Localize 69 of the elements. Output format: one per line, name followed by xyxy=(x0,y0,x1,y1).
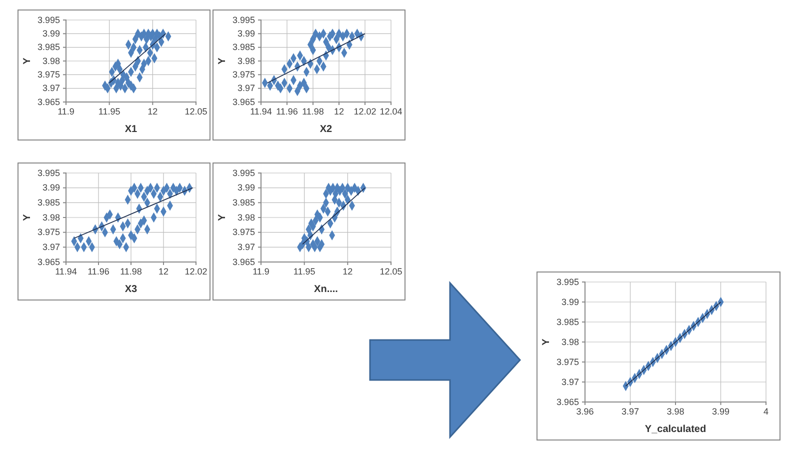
y-tick-label: 3.97 xyxy=(42,83,60,94)
x-tick-label: 12.04 xyxy=(380,106,402,116)
x-tick-label: 12.02 xyxy=(184,266,208,276)
y-tick-label: 3.965 xyxy=(37,96,60,107)
y-tick-label: 3.985 xyxy=(37,42,60,52)
y-tick-label: 3.99 xyxy=(237,28,255,39)
x-axis-title: Y_calculated xyxy=(644,424,706,435)
y-tick-label: 3.97 xyxy=(237,83,255,94)
x-axis-title: X2 xyxy=(320,124,333,135)
x-tick-label: 11.98 xyxy=(120,266,142,276)
y-tick-label: 3.97 xyxy=(561,376,579,387)
y-tick-label: 3.975 xyxy=(232,227,255,238)
y-tick-label: 3.99 xyxy=(42,28,60,39)
x-tick-label: 11.94 xyxy=(55,266,77,276)
y-axis-title: Y xyxy=(22,57,33,64)
y-tick-label: 3.965 xyxy=(556,396,579,407)
y-tick-label: 3.97 xyxy=(42,242,60,252)
x-tick-label: 11.9 xyxy=(58,106,74,116)
x-tick-label: 12.05 xyxy=(380,266,402,276)
y-tick-label: 3.995 xyxy=(37,168,60,178)
x-tick-label: 11.96 xyxy=(88,266,110,276)
y-axis-title: Y xyxy=(217,214,228,221)
y-tick-label: 3.985 xyxy=(232,42,255,52)
y-tick-label: 3.99 xyxy=(237,182,255,193)
x-tick-label: 3.96 xyxy=(576,406,594,416)
x-tick-label: 12.02 xyxy=(354,106,376,116)
x-tick-label: 12 xyxy=(148,106,158,116)
x-tick-label: 11.98 xyxy=(302,106,324,116)
y-tick-label: 3.975 xyxy=(232,70,255,80)
x-tick-label: 4 xyxy=(763,406,769,416)
y-tick-label: 3.975 xyxy=(556,356,579,367)
y-tick-label: 3.99 xyxy=(561,296,579,307)
x-tick-label: 11.9 xyxy=(252,266,270,276)
x-tick-label: 11.96 xyxy=(276,106,298,116)
y-tick-label: 3.995 xyxy=(556,276,579,287)
y-tick-label: 3.98 xyxy=(237,212,255,222)
x-tick-label: 12 xyxy=(342,266,353,276)
y-tick-label: 3.995 xyxy=(232,14,255,25)
y-tick-label: 3.99 xyxy=(42,182,60,193)
y-tick-label: 3.98 xyxy=(237,56,255,66)
y-tick-label: 3.98 xyxy=(42,56,60,66)
y-tick-label: 3.965 xyxy=(232,96,255,107)
y-tick-label: 3.975 xyxy=(37,70,60,80)
y-axis-title: Y xyxy=(217,57,228,64)
x-tick-label: 11.95 xyxy=(293,266,316,276)
y-tick-label: 3.995 xyxy=(37,14,60,25)
x-axis-title: X3 xyxy=(124,284,138,295)
x-tick-label: 12.05 xyxy=(184,106,208,116)
x-tick-label: 3.98 xyxy=(666,406,684,416)
x-tick-label: 11.95 xyxy=(98,106,120,116)
x-axis-title: Xn.... xyxy=(314,284,338,295)
y-tick-label: 3.965 xyxy=(37,256,60,267)
y-tick-label: 3.985 xyxy=(232,198,255,208)
y-tick-label: 3.965 xyxy=(232,256,255,267)
x-tick-label: 3.99 xyxy=(712,406,730,416)
x-tick-label: 11.94 xyxy=(250,106,272,116)
y-tick-label: 3.98 xyxy=(42,212,60,222)
x-axis-title: X1 xyxy=(124,124,138,135)
y-axis-title: Y xyxy=(22,214,33,221)
y-tick-label: 3.985 xyxy=(556,316,579,327)
y-tick-label: 3.97 xyxy=(237,242,255,252)
x-tick-label: 12 xyxy=(158,266,169,276)
y-tick-label: 3.995 xyxy=(232,168,255,178)
y-tick-label: 3.98 xyxy=(561,336,579,347)
y-axis-title: Y xyxy=(541,338,552,346)
x-tick-label: 3.97 xyxy=(621,406,640,416)
x-tick-label: 12 xyxy=(334,106,344,116)
y-tick-label: 3.985 xyxy=(37,198,60,208)
y-tick-label: 3.975 xyxy=(37,227,60,238)
